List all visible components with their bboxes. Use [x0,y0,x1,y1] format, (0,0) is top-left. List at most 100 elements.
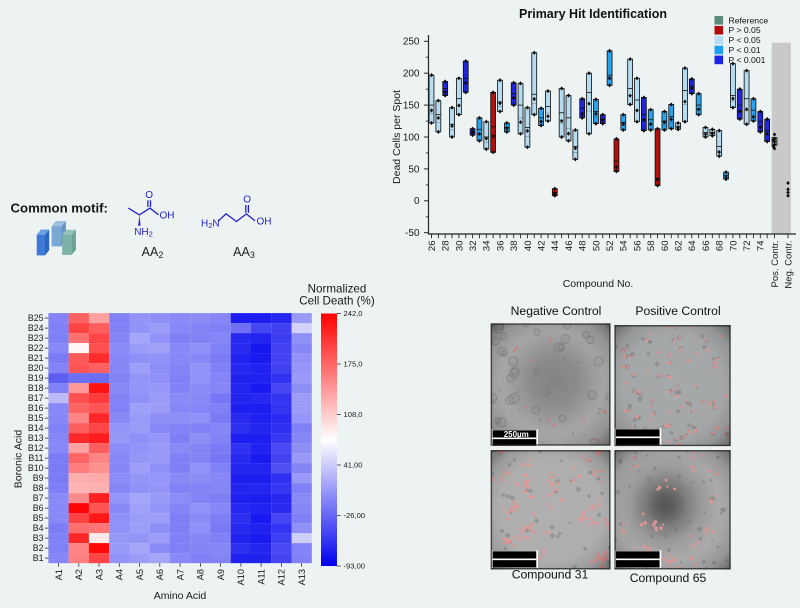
svg-text:P > 0.05: P > 0.05 [729,25,761,35]
svg-text:40: 40 [523,241,534,252]
svg-text:70: 70 [728,241,739,252]
svg-text:42: 42 [537,241,548,252]
svg-text:Positive Control: Positive Control [635,304,720,318]
svg-text:B15: B15 [28,413,44,423]
svg-text:58: 58 [646,241,657,252]
svg-text:44: 44 [550,241,561,252]
svg-text:B13: B13 [28,433,44,443]
svg-text:A6: A6 [155,569,165,580]
svg-text:A13: A13 [297,569,307,585]
svg-text:48: 48 [578,241,589,252]
svg-text:72: 72 [742,241,753,252]
svg-text:-93,00: -93,00 [344,562,366,571]
svg-text:B6: B6 [33,503,44,513]
svg-text:-50: -50 [405,228,420,239]
svg-text:Normalized: Normalized [308,282,367,295]
svg-text:H2N: H2N [201,219,220,231]
svg-text:Boronic Acid: Boronic Acid [13,430,25,489]
svg-text:28: 28 [441,241,452,252]
svg-text:A1: A1 [54,569,64,580]
svg-text:Reference: Reference [729,15,769,25]
svg-text:B21: B21 [28,353,44,363]
svg-text:0: 0 [414,196,420,207]
svg-text:P < 0.01: P < 0.01 [729,45,761,55]
svg-text:B9: B9 [33,473,44,483]
svg-text:A10: A10 [236,569,246,585]
svg-text:B11: B11 [29,453,44,463]
svg-text:66: 66 [701,241,712,252]
svg-text:Cell Death (%): Cell Death (%) [299,295,375,308]
svg-text:A9: A9 [216,569,226,580]
svg-text:A3: A3 [94,569,104,580]
svg-text:P < 0.001: P < 0.001 [729,55,766,65]
svg-text:O: O [243,195,251,206]
svg-text:Amino Acid: Amino Acid [154,590,207,602]
svg-text:50: 50 [408,164,420,175]
svg-text:108,0: 108,0 [344,410,363,419]
svg-text:AA3: AA3 [233,245,255,260]
svg-text:B10: B10 [28,463,44,473]
svg-text:A2: A2 [74,569,84,580]
svg-text:200: 200 [403,69,420,80]
svg-text:150: 150 [403,101,420,112]
svg-text:B8: B8 [33,483,44,493]
svg-text:A5: A5 [135,569,145,580]
svg-text:36: 36 [495,241,506,252]
svg-text:Common motif:: Common motif: [11,200,108,215]
svg-text:30: 30 [454,241,465,252]
svg-text:54: 54 [619,241,630,252]
svg-text:A12: A12 [277,569,287,585]
svg-text:Compound 31: Compound 31 [512,568,589,582]
svg-text:A7: A7 [175,569,185,580]
svg-text:250: 250 [403,37,420,48]
svg-text:26: 26 [427,241,438,252]
svg-text:52: 52 [605,241,616,252]
svg-text:-26,00: -26,00 [344,511,366,520]
svg-text:B12: B12 [28,443,44,453]
svg-text:AA2: AA2 [142,245,164,260]
svg-text:B3: B3 [33,533,44,543]
svg-text:Negative Control: Negative Control [511,304,602,318]
svg-text:OH: OH [160,210,175,221]
svg-text:68: 68 [715,241,726,252]
svg-text:B7: B7 [33,493,44,503]
svg-text:64: 64 [687,241,698,252]
svg-text:B18: B18 [28,383,44,393]
svg-text:50: 50 [591,241,602,252]
svg-text:60: 60 [660,241,671,252]
svg-text:Compound No.: Compound No. [563,278,634,290]
svg-text:B4: B4 [33,523,44,533]
svg-text:B22: B22 [28,343,44,353]
svg-text:O: O [145,190,153,201]
svg-text:B5: B5 [33,513,44,523]
svg-text:A4: A4 [115,569,125,580]
svg-text:Compound 65: Compound 65 [630,571,707,585]
svg-text:B24: B24 [28,323,44,333]
svg-text:B20: B20 [28,363,44,373]
svg-text:32: 32 [468,241,479,252]
svg-text:242,0: 242,0 [344,309,363,318]
svg-text:B19: B19 [28,373,44,383]
svg-text:250µm: 250µm [504,430,529,439]
svg-text:B14: B14 [28,423,44,433]
svg-text:38: 38 [509,241,520,252]
svg-text:46: 46 [564,241,575,252]
svg-text:Neg. Contr.: Neg. Contr. [783,241,794,289]
svg-text:B23: B23 [28,333,44,343]
svg-text:P < 0.05: P < 0.05 [729,35,761,45]
svg-text:175,0: 175,0 [344,360,363,369]
svg-text:A8: A8 [196,569,206,580]
svg-text:100: 100 [403,132,420,143]
svg-text:41,00: 41,00 [344,461,363,470]
svg-text:Pos. Contr.: Pos. Contr. [770,241,781,288]
svg-text:B16: B16 [28,403,44,413]
svg-text:B17: B17 [28,393,44,403]
svg-text:B25: B25 [28,313,44,323]
svg-text:Dead Cells per Spot: Dead Cells per Spot [391,90,403,184]
svg-text:A11: A11 [256,569,266,585]
svg-text:56: 56 [632,241,643,252]
svg-text:74: 74 [756,241,767,252]
svg-text:OH: OH [257,217,272,228]
svg-text:Primary Hit Identification: Primary Hit Identification [519,7,667,21]
svg-text:B1: B1 [33,553,44,563]
